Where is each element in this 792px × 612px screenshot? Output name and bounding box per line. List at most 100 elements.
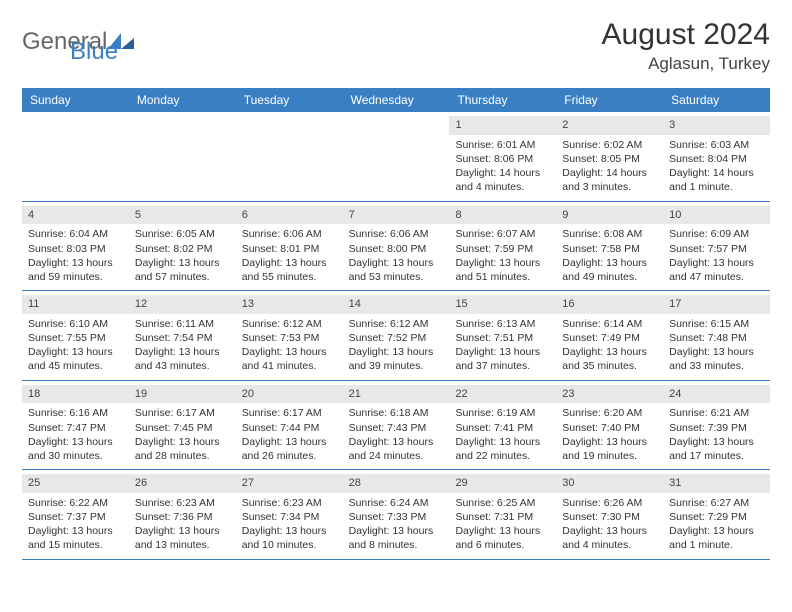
day-info-line: Daylight: 13 hours: [562, 256, 657, 270]
dayname-sunday: Sunday: [22, 88, 129, 112]
day-info-line: Sunset: 8:03 PM: [28, 242, 123, 256]
day-cell: 14Sunrise: 6:12 AMSunset: 7:52 PMDayligh…: [343, 291, 450, 380]
day-info-line: Sunrise: 6:13 AM: [455, 317, 550, 331]
day-info-line: and 45 minutes.: [28, 359, 123, 373]
day-info-line: Daylight: 14 hours: [455, 166, 550, 180]
day-info-line: Sunset: 7:47 PM: [28, 421, 123, 435]
day-info-line: Daylight: 13 hours: [669, 435, 764, 449]
day-info-line: and 37 minutes.: [455, 359, 550, 373]
day-info-line: Daylight: 13 hours: [28, 345, 123, 359]
day-info-line: Sunset: 8:01 PM: [242, 242, 337, 256]
day-info-line: and 47 minutes.: [669, 270, 764, 284]
day-cell: 31Sunrise: 6:27 AMSunset: 7:29 PMDayligh…: [663, 470, 770, 559]
day-info-line: Sunrise: 6:24 AM: [349, 496, 444, 510]
dayname-friday: Friday: [556, 88, 663, 112]
day-number: 6: [236, 206, 343, 225]
day-info-line: Sunrise: 6:17 AM: [242, 406, 337, 420]
day-number: 10: [663, 206, 770, 225]
day-number: 27: [236, 474, 343, 493]
day-cell: [343, 112, 450, 201]
day-info-line: Sunset: 7:29 PM: [669, 510, 764, 524]
day-info-line: Sunset: 7:30 PM: [562, 510, 657, 524]
day-info-line: Daylight: 13 hours: [455, 435, 550, 449]
day-cell: 8Sunrise: 6:07 AMSunset: 7:59 PMDaylight…: [449, 202, 556, 291]
dayname-thursday: Thursday: [449, 88, 556, 112]
week-row: 11Sunrise: 6:10 AMSunset: 7:55 PMDayligh…: [22, 291, 770, 381]
day-info-line: and 15 minutes.: [28, 538, 123, 552]
dayname-saturday: Saturday: [663, 88, 770, 112]
day-info-line: Daylight: 13 hours: [242, 435, 337, 449]
header: GeneralBlue August 2024 Aglasun, Turkey: [22, 18, 770, 74]
day-cell: 9Sunrise: 6:08 AMSunset: 7:58 PMDaylight…: [556, 202, 663, 291]
day-info-line: Sunrise: 6:01 AM: [455, 138, 550, 152]
day-info-line: and 30 minutes.: [28, 449, 123, 463]
day-number: 31: [663, 474, 770, 493]
location: Aglasun, Turkey: [602, 54, 770, 74]
day-info-line: and 1 minute.: [669, 180, 764, 194]
day-info-line: Sunrise: 6:15 AM: [669, 317, 764, 331]
day-number: [22, 116, 129, 135]
day-info-line: Sunset: 7:33 PM: [349, 510, 444, 524]
day-info-line: and 51 minutes.: [455, 270, 550, 284]
day-info-line: Sunset: 8:06 PM: [455, 152, 550, 166]
day-info-line: and 49 minutes.: [562, 270, 657, 284]
day-number: 18: [22, 385, 129, 404]
day-info-line: Sunset: 7:44 PM: [242, 421, 337, 435]
day-cell: 27Sunrise: 6:23 AMSunset: 7:34 PMDayligh…: [236, 470, 343, 559]
day-info-line: Sunrise: 6:06 AM: [349, 227, 444, 241]
day-cell: 2Sunrise: 6:02 AMSunset: 8:05 PMDaylight…: [556, 112, 663, 201]
day-cell: 29Sunrise: 6:25 AMSunset: 7:31 PMDayligh…: [449, 470, 556, 559]
day-cell: 16Sunrise: 6:14 AMSunset: 7:49 PMDayligh…: [556, 291, 663, 380]
day-info-line: and 55 minutes.: [242, 270, 337, 284]
day-info-line: Sunrise: 6:18 AM: [349, 406, 444, 420]
day-cell: 19Sunrise: 6:17 AMSunset: 7:45 PMDayligh…: [129, 381, 236, 470]
day-info-line: Daylight: 13 hours: [135, 256, 230, 270]
day-info-line: Sunrise: 6:04 AM: [28, 227, 123, 241]
day-info-line: Sunset: 8:02 PM: [135, 242, 230, 256]
day-info-line: and 28 minutes.: [135, 449, 230, 463]
dayname-wednesday: Wednesday: [343, 88, 450, 112]
day-info-line: Daylight: 13 hours: [28, 435, 123, 449]
day-info-line: Sunset: 7:55 PM: [28, 331, 123, 345]
day-info-line: Sunrise: 6:16 AM: [28, 406, 123, 420]
day-info-line: and 19 minutes.: [562, 449, 657, 463]
day-info-line: and 4 minutes.: [562, 538, 657, 552]
day-cell: [236, 112, 343, 201]
day-number: 15: [449, 295, 556, 314]
day-number: 3: [663, 116, 770, 135]
day-cell: 6Sunrise: 6:06 AMSunset: 8:01 PMDaylight…: [236, 202, 343, 291]
week-row: 1 Sunrise: 6:01 AMSunset: 8:06 PMDaylight…: [22, 112, 770, 202]
day-info-line: Sunrise: 6:10 AM: [28, 317, 123, 331]
day-info-line: and 10 minutes.: [242, 538, 337, 552]
day-info-line: and 6 minutes.: [455, 538, 550, 552]
day-info-line: Sunset: 7:52 PM: [349, 331, 444, 345]
day-info-line: Sunset: 8:04 PM: [669, 152, 764, 166]
day-cell: 1 Sunrise: 6:01 AMSunset: 8:06 PMDaylight…: [449, 112, 556, 201]
day-info-line: and 59 minutes.: [28, 270, 123, 284]
weeks-container: 1Sunrise: 6:01 AMSunset: 8:06 PMDaylight…: [22, 112, 770, 560]
day-cell: 3Sunrise: 6:03 AMSunset: 8:04 PMDaylight…: [663, 112, 770, 201]
day-info-line: Sunset: 7:43 PM: [349, 421, 444, 435]
month-title: August 2024: [602, 18, 770, 52]
day-cell: [22, 112, 129, 201]
day-cell: 13Sunrise: 6:12 AMSunset: 7:53 PMDayligh…: [236, 291, 343, 380]
day-cell: 20Sunrise: 6:17 AMSunset: 7:44 PMDayligh…: [236, 381, 343, 470]
day-info-line: and 3 minutes.: [562, 180, 657, 194]
week-row: 25Sunrise: 6:22 AMSunset: 7:37 PMDayligh…: [22, 470, 770, 560]
day-info-line: Sunrise: 6:11 AM: [135, 317, 230, 331]
day-cell: 21Sunrise: 6:18 AMSunset: 7:43 PMDayligh…: [343, 381, 450, 470]
day-cell: 26Sunrise: 6:23 AMSunset: 7:36 PMDayligh…: [129, 470, 236, 559]
day-info-line: Sunset: 8:05 PM: [562, 152, 657, 166]
day-info-line: Sunrise: 6:14 AM: [562, 317, 657, 331]
day-number: 26: [129, 474, 236, 493]
day-cell: 4Sunrise: 6:04 AMSunset: 8:03 PMDaylight…: [22, 202, 129, 291]
day-cell: 11Sunrise: 6:10 AMSunset: 7:55 PMDayligh…: [22, 291, 129, 380]
day-info-line: Sunrise: 6:03 AM: [669, 138, 764, 152]
day-info-line: Sunrise: 6:02 AM: [562, 138, 657, 152]
day-cell: 10Sunrise: 6:09 AMSunset: 7:57 PMDayligh…: [663, 202, 770, 291]
dayname-tuesday: Tuesday: [236, 88, 343, 112]
day-info-line: Daylight: 13 hours: [455, 345, 550, 359]
day-info-line: Daylight: 13 hours: [669, 256, 764, 270]
day-cell: 12Sunrise: 6:11 AMSunset: 7:54 PMDayligh…: [129, 291, 236, 380]
day-number: 1: [449, 116, 556, 135]
